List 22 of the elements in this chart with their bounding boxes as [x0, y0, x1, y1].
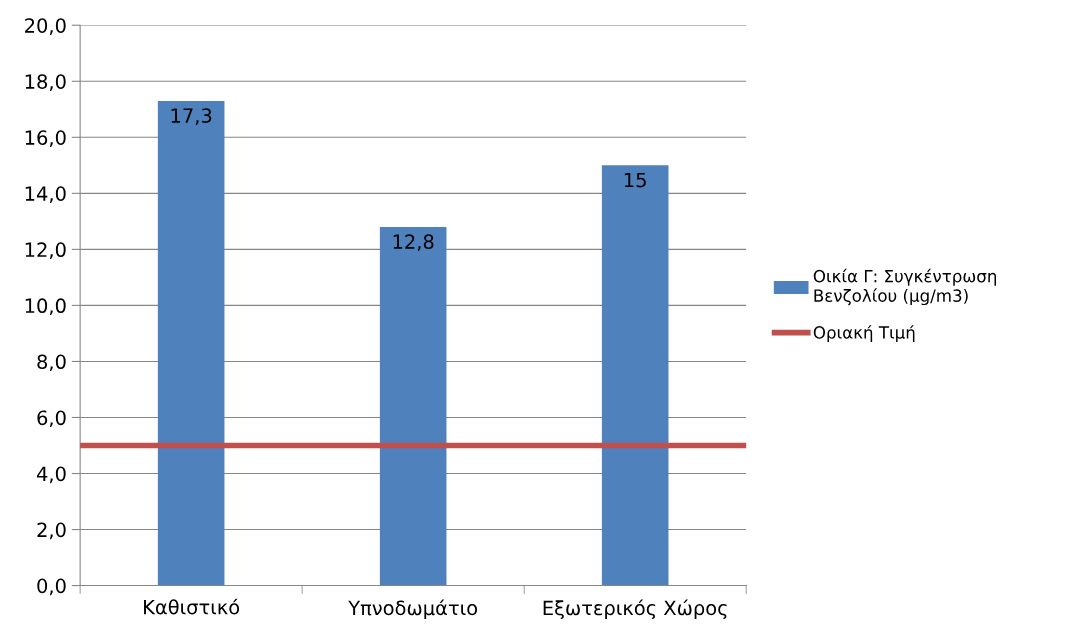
x-tick-label: Εξωτερικός Χώρος: [543, 599, 727, 620]
legend-label: Οικία Γ: Συγκέντρωση Βενζολίου (μg/m3): [813, 268, 996, 306]
x-tick-label: Υπνοδωμάτιο: [348, 599, 478, 620]
y-tick-label: 0,0: [37, 578, 66, 596]
y-tick-label: 2,0: [37, 522, 66, 540]
data-label: 17,3: [171, 108, 212, 125]
x-tick-label: Καθιστικό: [144, 598, 240, 615]
y-tick-label: 20,0: [25, 18, 66, 35]
y-tick-label: 18,0: [25, 74, 66, 91]
legend-label: Οριακή Τιμή: [813, 325, 915, 342]
y-tick-label: 12,0: [25, 242, 66, 260]
y-tick-label: 8,0: [37, 354, 66, 372]
data-label: 12,8: [393, 234, 434, 251]
bar: [601, 165, 669, 586]
y-tick-label: 16,0: [25, 130, 66, 147]
bar: [157, 100, 225, 586]
data-label: 15: [624, 172, 646, 188]
y-tick-label: 4,0: [36, 466, 66, 484]
bar: [379, 226, 447, 586]
y-tick-label: 6,0: [37, 410, 66, 428]
y-tick-label: 14,0: [25, 186, 66, 203]
y-tick-label: 10,0: [25, 298, 66, 316]
